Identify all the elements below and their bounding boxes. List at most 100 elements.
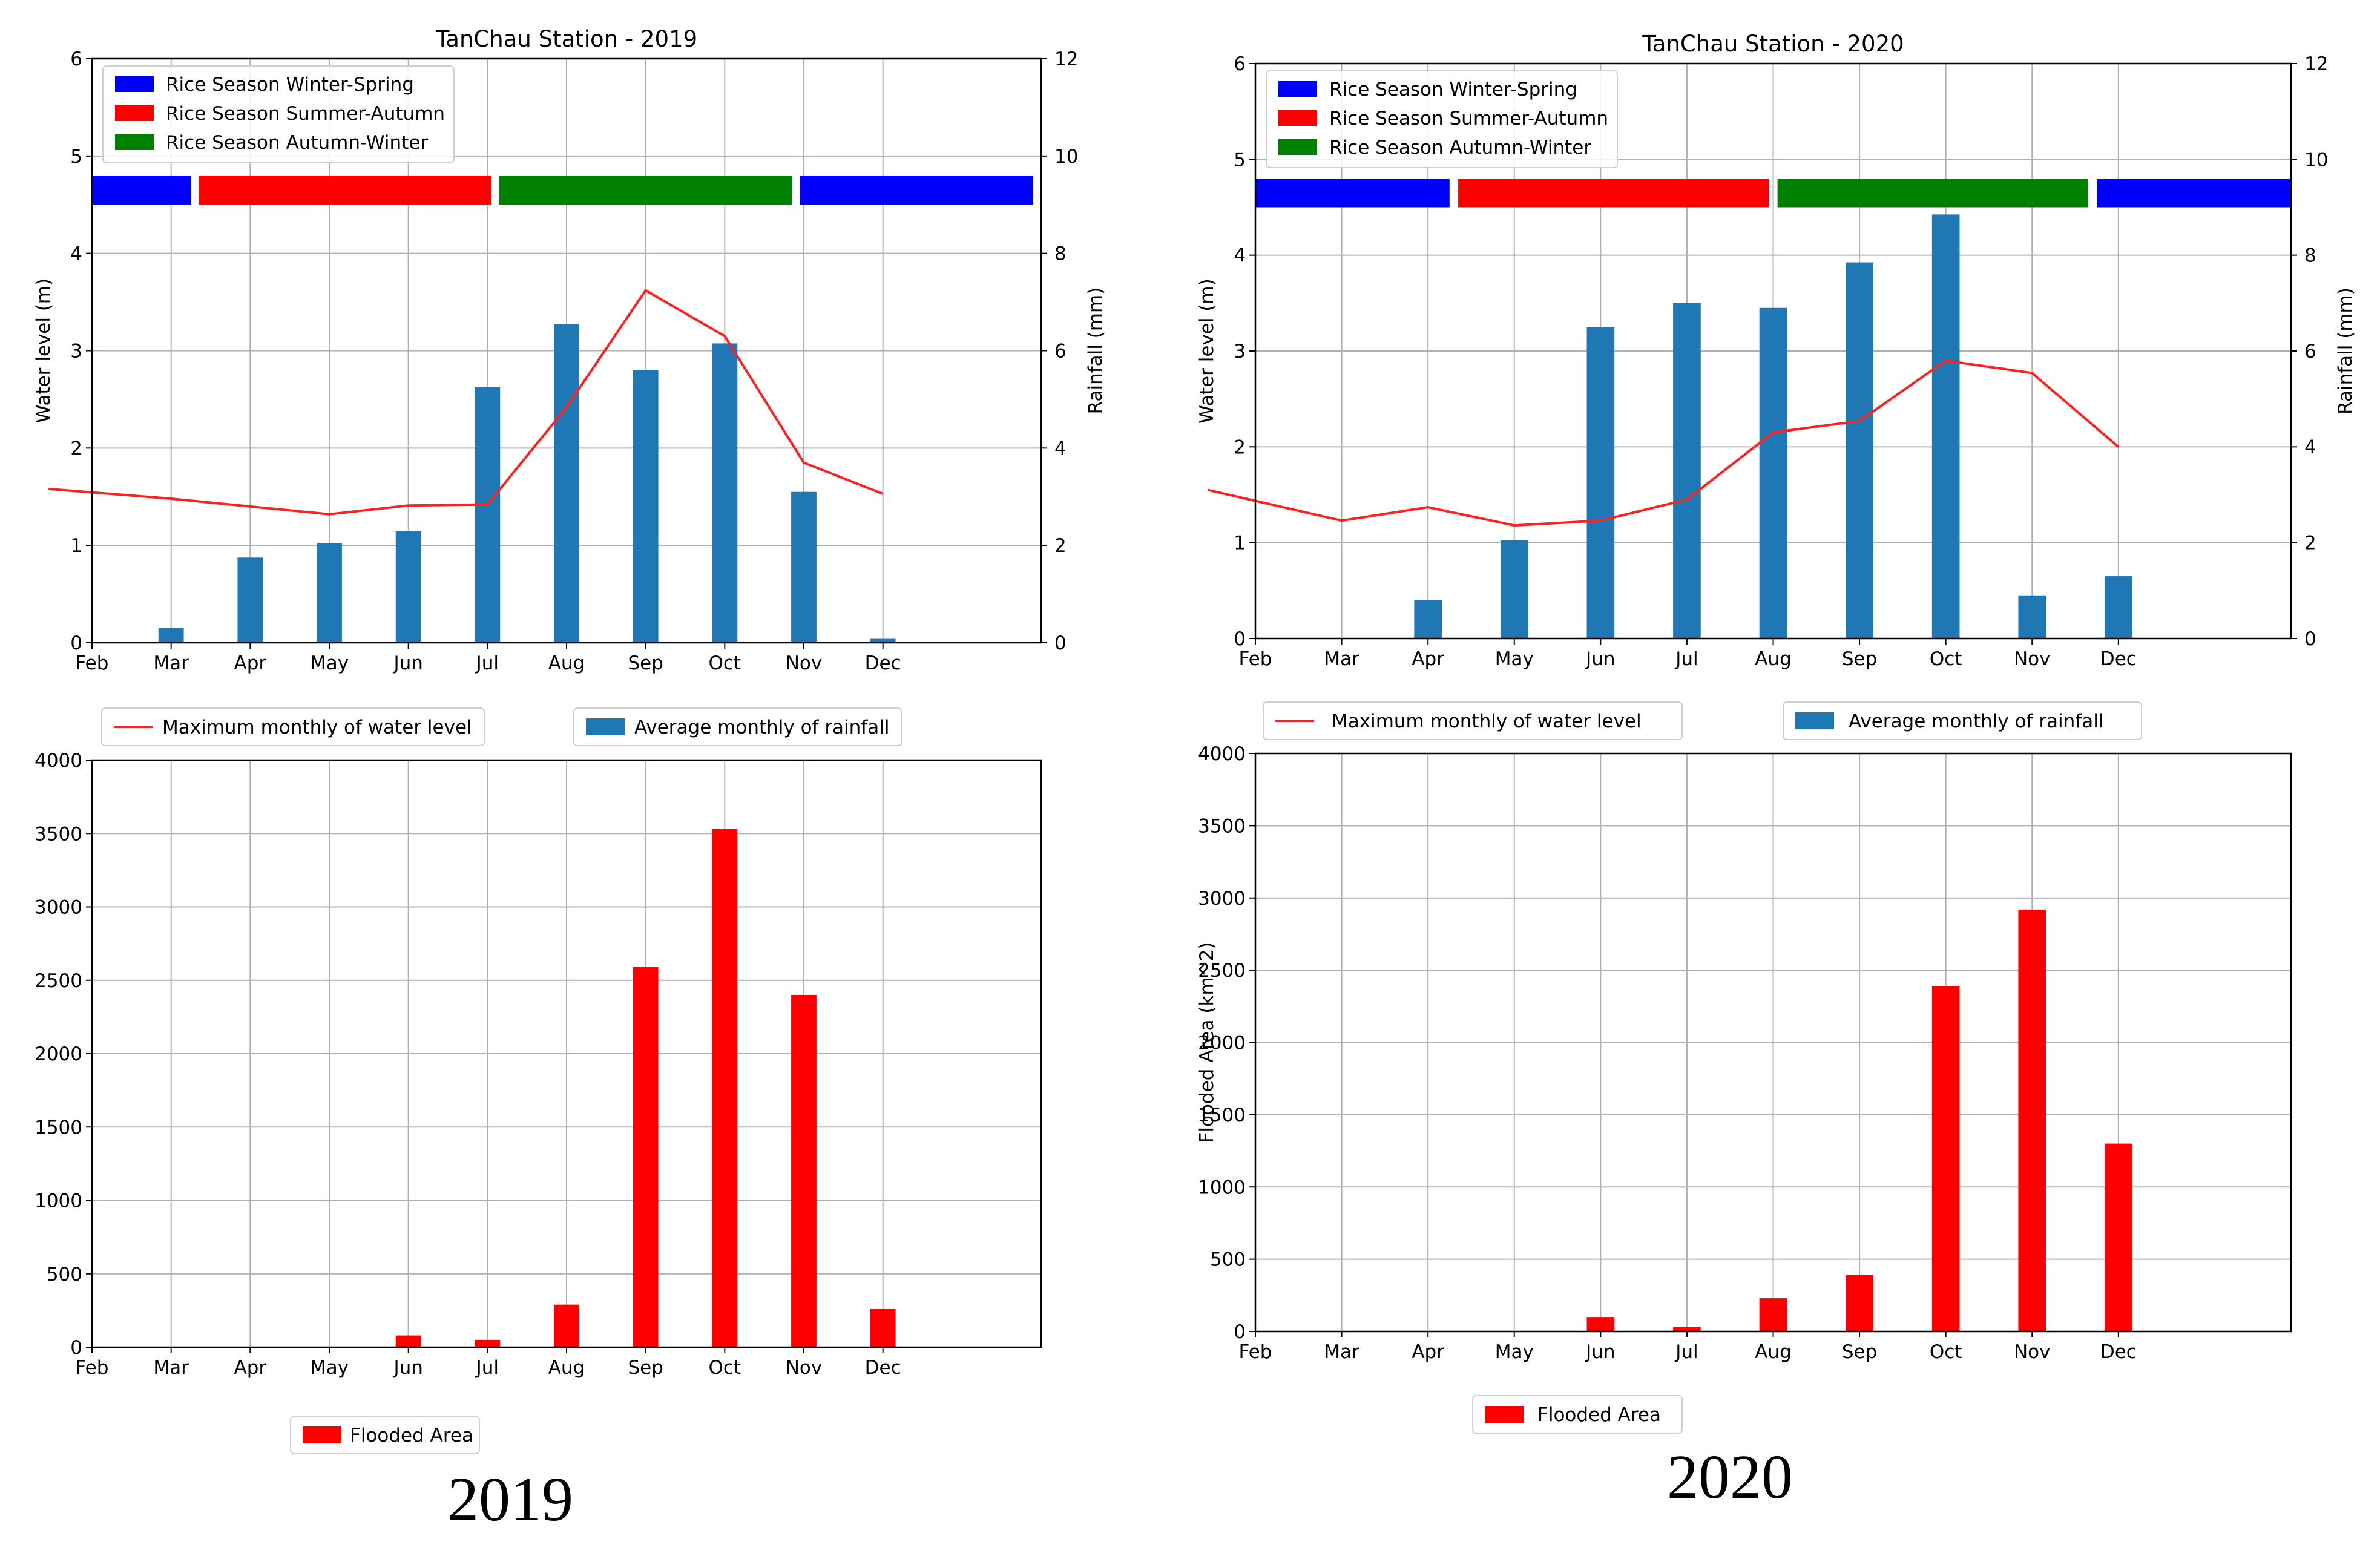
x-tick-label: Feb bbox=[1239, 648, 1272, 670]
rainfall-bar bbox=[1414, 600, 1442, 638]
rainfall-bar bbox=[554, 324, 579, 643]
year-caption-2020: 2020 bbox=[1667, 1442, 1793, 1512]
y2-axis-label: Rainfall (mm) bbox=[2335, 287, 2356, 415]
y-axis-label: Flooded Area (km^2) bbox=[1196, 942, 1218, 1143]
plot-frame bbox=[1254, 752, 2292, 1333]
legend-swatch bbox=[1795, 712, 1834, 729]
y2-tick-label: 10 bbox=[1054, 146, 1078, 168]
y-tick-label: 500 bbox=[47, 1264, 82, 1285]
rainfall-bar bbox=[237, 557, 263, 643]
legend-label: Maximum monthly of water level bbox=[1332, 711, 1642, 732]
x-tick-label: Mar bbox=[153, 1357, 189, 1379]
legend-label: Rice Season Winter-Spring bbox=[166, 74, 414, 96]
x-tick-label: Feb bbox=[76, 1357, 109, 1379]
y-axis-label: Water level (m) bbox=[1196, 278, 1218, 423]
season-band-winter_spring bbox=[92, 176, 191, 205]
flooded-area-bar bbox=[1931, 986, 1960, 1331]
y2-tick-label: 2 bbox=[1054, 535, 1067, 557]
y-tick-label: 5 bbox=[1234, 149, 1246, 171]
y-tick-label: 4000 bbox=[1198, 743, 1246, 765]
flooded-area-bar bbox=[395, 1335, 421, 1347]
y-tick-label: 3500 bbox=[1198, 815, 1246, 837]
legend-label: Flooded Area bbox=[1537, 1404, 1661, 1426]
legend-below: Flooded Area bbox=[1472, 1395, 1683, 1434]
y-tick-label: 2500 bbox=[35, 970, 82, 992]
grid bbox=[1255, 753, 2291, 1332]
season-band-summer_autumn bbox=[199, 176, 491, 205]
flooded-area-bar bbox=[712, 829, 738, 1347]
y-tick-label: 6 bbox=[1234, 53, 1246, 75]
x-tick-label: May bbox=[310, 1357, 349, 1379]
y2-tick-label: 6 bbox=[2304, 341, 2316, 363]
y-tick-label: 500 bbox=[1210, 1249, 1246, 1271]
legend-label: Maximum monthly of water level bbox=[162, 717, 472, 738]
legend-label: Average monthly of rainfall bbox=[1849, 711, 2103, 732]
flooded-area-bar bbox=[2018, 909, 2046, 1331]
x-tick-label: Nov bbox=[786, 652, 823, 674]
rainfall-bar bbox=[2105, 576, 2132, 638]
y2-tick-label: 8 bbox=[1054, 243, 1067, 265]
chart-fa2019: 0 500 1000 1500 2000 2500 3000 3500 4000 Feb Mar Ap… bbox=[35, 750, 1042, 1379]
chart-title: TanChau Station - 2019 bbox=[435, 26, 697, 52]
rainfall-bar bbox=[1500, 540, 1528, 638]
y2-tick-label: 12 bbox=[1054, 48, 1078, 70]
rainfall-bar bbox=[395, 531, 421, 643]
legend-label: Average monthly of rainfall bbox=[634, 717, 889, 738]
x-tick-label: Apr bbox=[1412, 648, 1444, 670]
legend-swatch-autumn_winter bbox=[1278, 139, 1317, 155]
rainfall-bar bbox=[1759, 307, 1787, 638]
x-tick-label: Apr bbox=[1412, 1341, 1444, 1363]
rainfall-bar bbox=[1846, 262, 1873, 639]
legend-box bbox=[1783, 701, 2142, 740]
rainfall-bar bbox=[712, 343, 738, 643]
x-tick-label: May bbox=[1495, 1341, 1534, 1363]
y-tick-label: 1 bbox=[1234, 533, 1246, 554]
flooded-area-bar bbox=[554, 1304, 579, 1347]
season-legend: Rice Season Winter-Spring Rice Season Sum… bbox=[102, 65, 455, 163]
season-band-autumn_winter bbox=[499, 176, 792, 205]
y-tick-label: 4 bbox=[1234, 245, 1246, 267]
flooded-area-bar bbox=[475, 1339, 501, 1347]
flooded-area-bar bbox=[1846, 1275, 1873, 1331]
x-tick-label: Oct bbox=[1930, 1341, 1962, 1363]
legend-below: Average monthly of rainfall bbox=[1783, 701, 2142, 740]
rainfall-bar bbox=[317, 543, 342, 643]
flooded-area-bar bbox=[1759, 1298, 1787, 1331]
legend-swatch-autumn_winter bbox=[115, 134, 154, 150]
plot-frame bbox=[1254, 62, 2292, 640]
season-band-winter_spring bbox=[2097, 179, 2291, 208]
x-tick-label: Sep bbox=[628, 1357, 663, 1379]
y-tick-label: 5 bbox=[70, 146, 82, 168]
y-tick-label: 1 bbox=[70, 535, 82, 557]
season-band-winter_spring bbox=[800, 176, 1033, 205]
x-tick-label: May bbox=[310, 652, 349, 674]
legend-label: Rice Season Summer-Autumn bbox=[1329, 108, 1608, 130]
y-tick-label: 3000 bbox=[1198, 888, 1246, 910]
legend-below: Flooded Area bbox=[290, 1416, 480, 1454]
y2-tick-label: 2 bbox=[2304, 533, 2316, 554]
x-tick-label: Jun bbox=[392, 652, 422, 674]
y-tick-label: 3500 bbox=[35, 823, 82, 845]
y-tick-label: 1000 bbox=[1198, 1177, 1246, 1198]
x-tick-label: Dec bbox=[865, 1357, 901, 1379]
x-tick-label: Aug bbox=[548, 652, 585, 674]
grid bbox=[91, 760, 1041, 1348]
y2-tick-label: 8 bbox=[2304, 245, 2316, 267]
legend-label: Rice Season Summer-Autumn bbox=[166, 103, 445, 125]
y-tick-label: 0 bbox=[70, 632, 82, 654]
x-tick-label: Sep bbox=[1842, 648, 1877, 670]
year-caption-2019: 2019 bbox=[447, 1465, 573, 1534]
x-tick-label: Apr bbox=[234, 1357, 267, 1379]
legend-box bbox=[290, 1416, 480, 1454]
y-tick-label: 2 bbox=[1234, 436, 1246, 458]
y2-tick-label: 10 bbox=[2304, 149, 2328, 171]
rainfall-bar bbox=[633, 370, 659, 643]
y-tick-label: 3 bbox=[1234, 341, 1246, 363]
x-tick-label: Nov bbox=[2014, 648, 2051, 670]
x-tick-label: Mar bbox=[1324, 648, 1359, 670]
y-tick-label: 1500 bbox=[35, 1117, 82, 1138]
season-band-summer_autumn bbox=[1458, 179, 1769, 208]
y-tick-label: 0 bbox=[70, 1337, 82, 1359]
